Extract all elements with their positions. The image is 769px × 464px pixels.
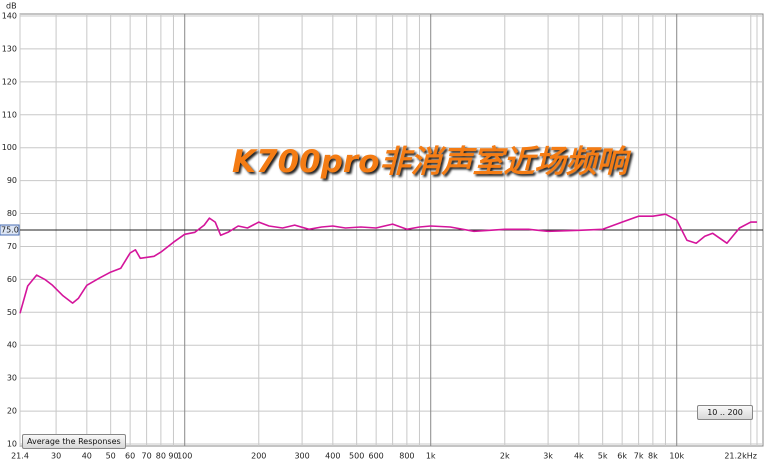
y-tick-label: 100 (2, 143, 17, 152)
reference-label-box (0, 224, 20, 236)
x-tick-label: 7k (634, 452, 644, 461)
x-tick-label: 40 (82, 452, 92, 461)
x-tick-label: 5k (598, 452, 608, 461)
x-tick-label: 2k (500, 452, 510, 461)
y-tick-label: 70 (7, 242, 17, 251)
x-tick-label: 30 (51, 452, 61, 461)
series-line (19, 213, 757, 314)
y-tick-label: 80 (7, 209, 17, 218)
y-tick-label: 120 (2, 77, 17, 86)
x-tick-label: 3k (543, 452, 553, 461)
x-tick-label: 10k (669, 452, 684, 461)
x-tick-label: 200 (251, 452, 266, 461)
x-tick-label: 4k (574, 452, 584, 461)
x-tick-label: 50 (106, 452, 116, 461)
x-tick-label: 100 (177, 452, 192, 461)
x-tick-label: 21.4 (11, 452, 29, 461)
y-tick-label: 90 (7, 176, 17, 185)
y-axis-label: dB (6, 2, 17, 11)
x-tick-label: 600 (369, 452, 384, 461)
y-tick-label: 10 (7, 440, 17, 449)
x-tick-label: 21.2kHz (724, 452, 757, 461)
y-tick-label: 130 (2, 44, 17, 53)
y-tick-label: 60 (7, 275, 17, 284)
range-box[interactable]: 10 .. 200 (697, 405, 753, 420)
y-tick-label: 110 (2, 110, 17, 119)
annotation: K700pro非消声室近场频响 (232, 144, 628, 180)
y-tick-label: 30 (7, 374, 17, 383)
y-tick-label: 20 (7, 407, 17, 416)
x-tick-label: 300 (294, 452, 309, 461)
x-tick-label: 70 (142, 452, 152, 461)
reference-label: 75.0 (1, 226, 19, 235)
x-tick-label: 90 (168, 452, 178, 461)
x-tick-label: 1k (426, 452, 436, 461)
y-tick-label: 50 (7, 308, 17, 317)
x-tick-label: 6k (617, 452, 627, 461)
y-tick-label: 140 (2, 12, 17, 21)
x-tick-label: 500 (349, 452, 364, 461)
x-tick-label: 400 (325, 452, 340, 461)
average-button[interactable]: Average the Responses (22, 434, 126, 449)
x-tick-label: 60 (125, 452, 135, 461)
x-tick-label: 8k (648, 452, 658, 461)
x-tick-label: 800 (399, 452, 414, 461)
y-tick-label: 40 (7, 341, 17, 350)
x-tick-label: 80 (156, 452, 166, 461)
